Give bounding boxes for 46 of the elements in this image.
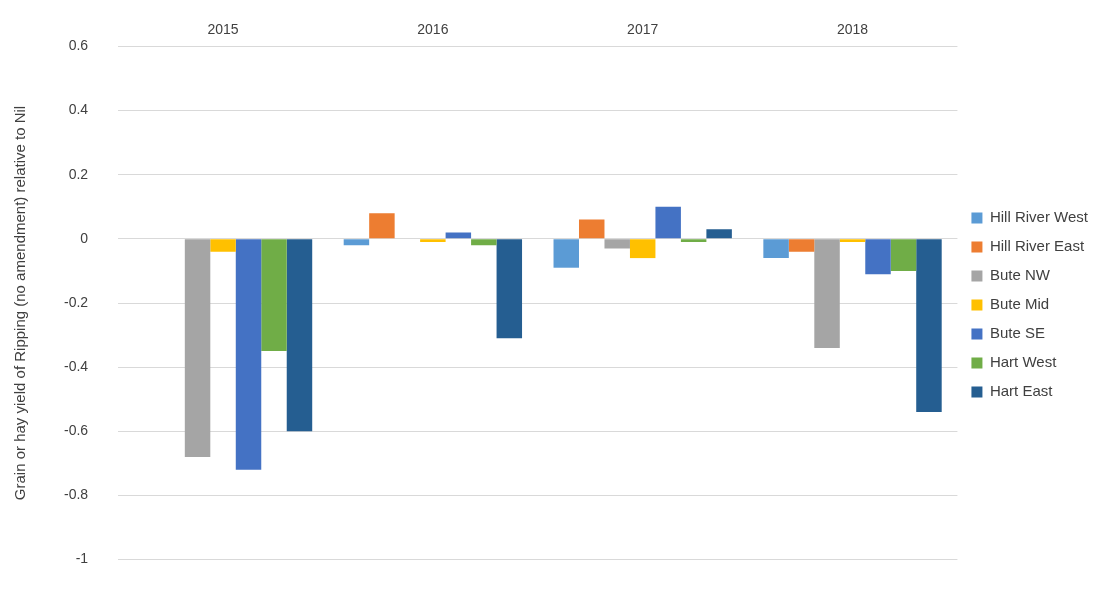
y-tick-label: 0.2 — [68, 165, 89, 182]
bar — [235, 239, 262, 470]
x-tick-label: 2015 — [207, 20, 239, 37]
bar — [814, 239, 840, 348]
x-tick-label: 2016 — [417, 20, 449, 37]
bar — [210, 239, 236, 252]
y-tick-label: -1 — [75, 550, 89, 567]
bar — [763, 239, 789, 259]
y-tick-label: -0.6 — [64, 422, 89, 439]
bar — [788, 239, 815, 252]
bar — [496, 239, 523, 339]
bar — [680, 239, 707, 243]
bar — [184, 239, 211, 457]
bar — [445, 232, 472, 239]
y-tick-label: -0.4 — [64, 358, 89, 375]
legend-label: Hill River West — [989, 208, 1089, 226]
bar — [579, 219, 605, 239]
bar — [839, 239, 866, 243]
y-tick-label: -0.2 — [64, 293, 89, 310]
y-tick-label: 0.6 — [68, 37, 89, 54]
legend-label: Hart East — [989, 382, 1054, 400]
bar — [890, 239, 917, 271]
y-tick-label: 0 — [80, 229, 89, 246]
bar — [261, 239, 287, 352]
bar — [865, 239, 891, 275]
y-axis-title: Grain or hay yield of Ripping (no amendment) relative to Nil — [11, 105, 29, 501]
legend-label: Bute Mid — [989, 295, 1050, 313]
legend-label: Hart West — [989, 353, 1058, 371]
bar — [706, 229, 732, 239]
bar — [369, 213, 395, 239]
bar — [420, 239, 446, 243]
y-tick-label: -0.8 — [64, 486, 89, 503]
bar — [286, 239, 313, 432]
bar — [343, 239, 370, 246]
bar — [553, 239, 579, 268]
legend-label: Hill River East — [989, 237, 1085, 255]
legend-label: Bute NW — [989, 266, 1051, 284]
bar — [471, 239, 497, 246]
x-tick-label: 2018 — [836, 20, 869, 37]
bar — [604, 239, 630, 249]
bar — [629, 239, 656, 259]
bar — [916, 239, 942, 413]
x-tick-label: 2017 — [627, 20, 659, 37]
y-tick-label: 0.4 — [68, 101, 89, 118]
bar — [655, 206, 681, 239]
legend-label: Bute SE — [989, 324, 1045, 342]
